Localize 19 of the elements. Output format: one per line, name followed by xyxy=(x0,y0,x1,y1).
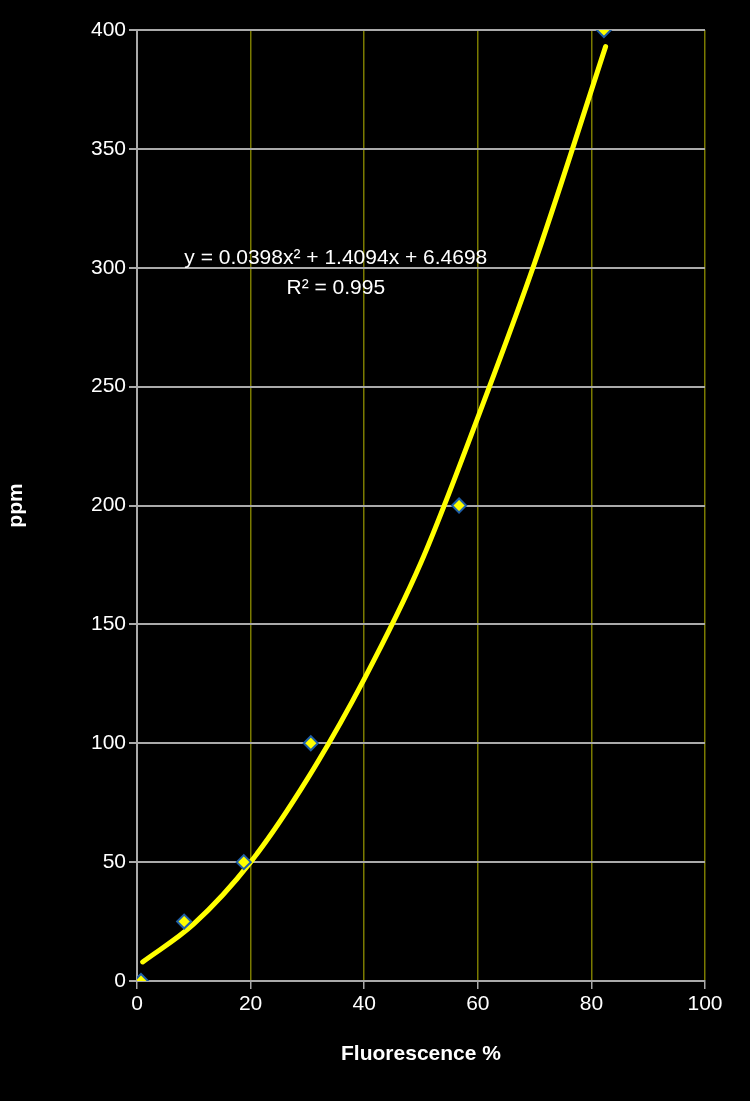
annotation: y = 0.0398x² + 1.4094x + 6.4698 xyxy=(184,245,488,269)
x-tick-label: 100 xyxy=(687,991,723,1015)
y-axis-title: ppm xyxy=(3,483,27,528)
y-tick-label: 300 xyxy=(90,254,126,278)
y-tick-label: 150 xyxy=(90,611,126,635)
y-tick-label: 200 xyxy=(90,492,126,516)
x-tick-label: 20 xyxy=(238,991,263,1015)
x-tick-label: 0 xyxy=(131,991,143,1015)
y-tick-label: 250 xyxy=(90,373,126,397)
y-tick-label: 0 xyxy=(114,967,126,991)
y-tick-label: 350 xyxy=(90,135,126,159)
x-axis-title: Fluorescence % xyxy=(341,1041,502,1065)
y-tick-label: 100 xyxy=(90,730,126,754)
y-tick-label: 50 xyxy=(102,848,126,872)
x-tick-label: 80 xyxy=(579,991,604,1015)
x-tick-label: 60 xyxy=(466,991,490,1015)
annotation: R² = 0.995 xyxy=(286,275,386,299)
y-tick-label: 400 xyxy=(90,16,126,40)
x-tick-label: 40 xyxy=(352,991,376,1015)
